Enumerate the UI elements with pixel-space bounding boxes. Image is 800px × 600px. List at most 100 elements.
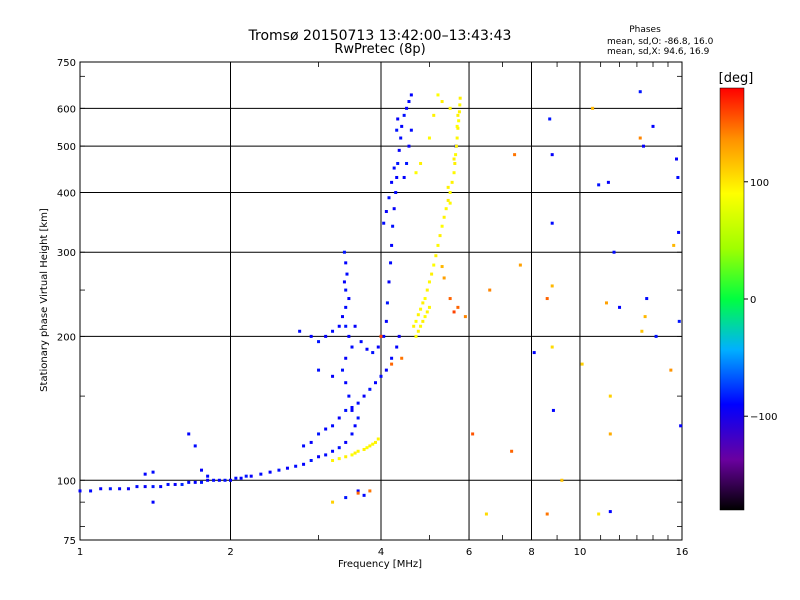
chart-title: Tromsø 20150713 13:42:00–13:43:43 bbox=[248, 28, 512, 44]
o-mode-point bbox=[344, 408, 348, 412]
o-mode-point bbox=[382, 334, 386, 338]
o-mode-point bbox=[608, 510, 612, 514]
x-mode-point bbox=[436, 243, 440, 247]
y-tick-label: 300 bbox=[57, 248, 76, 259]
x-mode-point bbox=[455, 124, 459, 128]
x-mode-point bbox=[452, 310, 456, 314]
o-mode-point bbox=[405, 161, 409, 165]
o-mode-point bbox=[350, 405, 354, 409]
x-mode-point bbox=[423, 315, 427, 319]
o-mode-point bbox=[409, 128, 413, 132]
y-tick-label: 100 bbox=[57, 476, 76, 487]
o-mode-point bbox=[409, 93, 413, 97]
o-mode-point bbox=[342, 280, 346, 284]
o-mode-point bbox=[212, 478, 216, 482]
o-mode-point bbox=[324, 334, 328, 338]
x-tick-label: 1 bbox=[77, 547, 83, 558]
o-mode-point bbox=[548, 117, 552, 121]
o-mode-point bbox=[350, 408, 354, 412]
o-mode-point bbox=[612, 250, 616, 254]
colorbar bbox=[719, 87, 745, 511]
x-mode-point bbox=[356, 449, 360, 453]
x-mode-point bbox=[591, 106, 595, 110]
o-mode-point bbox=[400, 124, 404, 128]
x-mode-point bbox=[446, 185, 450, 189]
o-mode-point bbox=[390, 243, 394, 247]
o-mode-point bbox=[389, 261, 393, 265]
x-mode-point bbox=[643, 315, 647, 319]
x-mode-point bbox=[436, 93, 440, 97]
x-mode-point bbox=[597, 512, 601, 516]
x-mode-point bbox=[419, 324, 423, 328]
o-mode-point bbox=[331, 449, 335, 453]
stats-heading: Phases bbox=[629, 25, 661, 35]
o-mode-point bbox=[347, 394, 351, 398]
x-mode-point bbox=[452, 171, 456, 175]
x-tick-label: 4 bbox=[378, 547, 384, 558]
x-mode-point bbox=[640, 329, 644, 333]
axis-ticks: 1 2 4 6 8 10 16 75 100 200 300 400 500 600 750 bbox=[57, 58, 688, 558]
x-mode-point bbox=[356, 491, 360, 495]
colorbar-tick-label: 100 bbox=[750, 178, 769, 189]
x-tick-label: 16 bbox=[676, 547, 689, 558]
x-mode-point bbox=[390, 362, 394, 366]
o-mode-point bbox=[118, 487, 122, 491]
x-mode-point bbox=[434, 254, 438, 258]
x-mode-point bbox=[371, 442, 375, 446]
o-mode-point bbox=[532, 351, 536, 355]
x-mode-point bbox=[458, 96, 462, 100]
y-tick-label: 400 bbox=[57, 188, 76, 199]
o-mode-point bbox=[353, 424, 357, 428]
x-mode-point bbox=[488, 288, 492, 292]
x-mode-point bbox=[672, 243, 676, 247]
x-mode-point bbox=[456, 113, 460, 117]
x-mode-point bbox=[448, 106, 452, 110]
y-tick-label: 75 bbox=[63, 536, 76, 547]
o-mode-point bbox=[143, 472, 147, 476]
o-mode-point bbox=[382, 221, 386, 225]
o-mode-point bbox=[126, 487, 130, 491]
o-mode-point bbox=[677, 230, 681, 234]
x-mode-point bbox=[448, 201, 452, 205]
o-mode-point bbox=[387, 196, 391, 200]
y-tick-label: 200 bbox=[57, 332, 76, 343]
o-mode-point bbox=[239, 476, 243, 480]
x-mode-point bbox=[545, 297, 549, 301]
o-mode-point bbox=[618, 305, 622, 309]
o-mode-point bbox=[337, 446, 341, 450]
x-mode-point bbox=[471, 432, 475, 436]
x-mode-point bbox=[457, 110, 461, 114]
o-mode-point bbox=[385, 301, 389, 305]
x-mode-point bbox=[368, 444, 372, 448]
x-mode-point bbox=[365, 446, 369, 450]
o-mode-point bbox=[395, 175, 399, 179]
x-mode-point bbox=[608, 394, 612, 398]
o-mode-point bbox=[302, 462, 306, 466]
x-mode-point bbox=[456, 305, 460, 309]
o-mode-point bbox=[356, 416, 360, 420]
x-mode-point bbox=[453, 161, 457, 165]
o-mode-point bbox=[402, 113, 406, 117]
x-mode-point bbox=[454, 153, 458, 157]
colorbar-tick-label: −100 bbox=[750, 412, 777, 423]
o-mode-point bbox=[345, 272, 349, 276]
o-mode-point bbox=[331, 374, 335, 378]
o-mode-point bbox=[206, 474, 210, 478]
o-mode-point bbox=[151, 500, 155, 504]
o-mode-point bbox=[324, 427, 328, 431]
chart-subtitle: RwPretec (8p) bbox=[334, 42, 425, 57]
o-mode-point bbox=[344, 324, 348, 328]
o-mode-point bbox=[317, 455, 321, 459]
x-mode-point bbox=[442, 276, 446, 280]
x-mode-point bbox=[438, 234, 442, 238]
y-tick-label: 500 bbox=[57, 142, 76, 153]
x-mode-point bbox=[456, 126, 460, 130]
o-mode-point bbox=[394, 190, 398, 194]
o-mode-point bbox=[317, 340, 321, 344]
o-mode-point bbox=[135, 485, 139, 489]
o-mode-point bbox=[217, 478, 221, 482]
o-mode-point bbox=[340, 315, 344, 319]
x-mode-point bbox=[484, 512, 488, 516]
x-mode-point bbox=[427, 280, 431, 284]
o-mode-point bbox=[89, 489, 93, 493]
